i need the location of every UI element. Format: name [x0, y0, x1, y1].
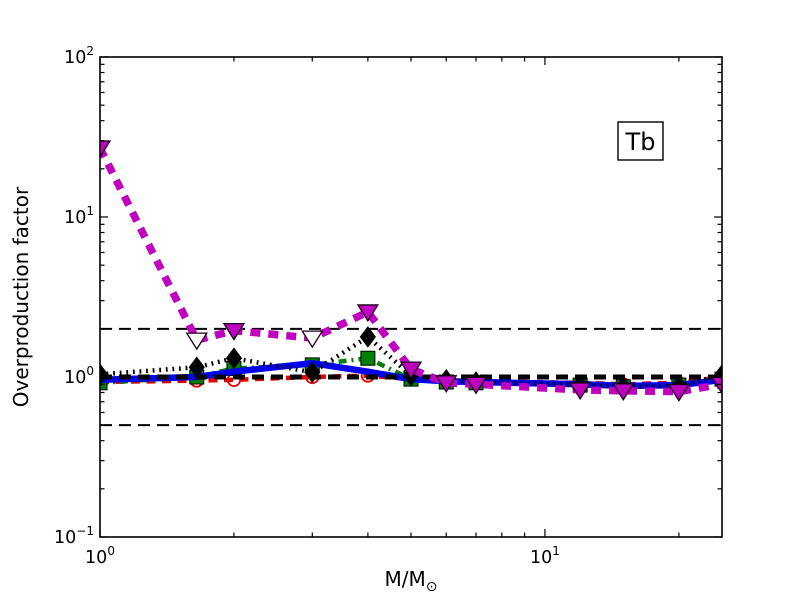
marker-triangle-down: [612, 383, 635, 402]
marker-diamond: [100, 363, 109, 386]
marker-triangle-down: [356, 304, 380, 323]
marker-triangle-down: [568, 382, 592, 401]
marker-triangle-down: [301, 330, 324, 349]
annotation-label: Tb: [625, 128, 656, 156]
marker-square: [360, 350, 376, 366]
marker-diamond: [188, 356, 205, 379]
marker-diamond: [304, 361, 321, 384]
x-tick-label: 100: [85, 544, 115, 568]
plot-area: [100, 140, 722, 427]
y-tick-label: 102: [64, 44, 94, 68]
y-tick-label: 100: [64, 364, 94, 388]
marker-triangle-down: [222, 322, 246, 341]
marker-triangle-down: [399, 361, 423, 380]
y-axis-label: Overproduction factor: [9, 186, 33, 407]
series-magenta-dashed-triangles: [100, 140, 722, 402]
marker-triangle-down: [667, 383, 691, 402]
marker-diamond: [359, 326, 377, 348]
y-tick-label: 101: [64, 204, 94, 228]
marker-triangle-down: [435, 375, 458, 394]
series-line-magenta-dashed-triangles: [100, 146, 722, 396]
marker-diamond: [225, 347, 243, 370]
x-tick-label: 101: [530, 544, 560, 568]
marker-triangle-down: [100, 140, 112, 159]
marker-triangle-down: [710, 376, 722, 395]
y-tick-label: 10−1: [54, 524, 94, 548]
marker-triangle-down: [464, 376, 488, 395]
x-axis-label: M/M⊙: [385, 567, 438, 595]
annotation-box: [617, 121, 664, 161]
axis-ticks: [99, 56, 722, 538]
series-line-black-dotted-diamonds: [100, 334, 722, 389]
marker-triangle-down: [185, 332, 208, 351]
